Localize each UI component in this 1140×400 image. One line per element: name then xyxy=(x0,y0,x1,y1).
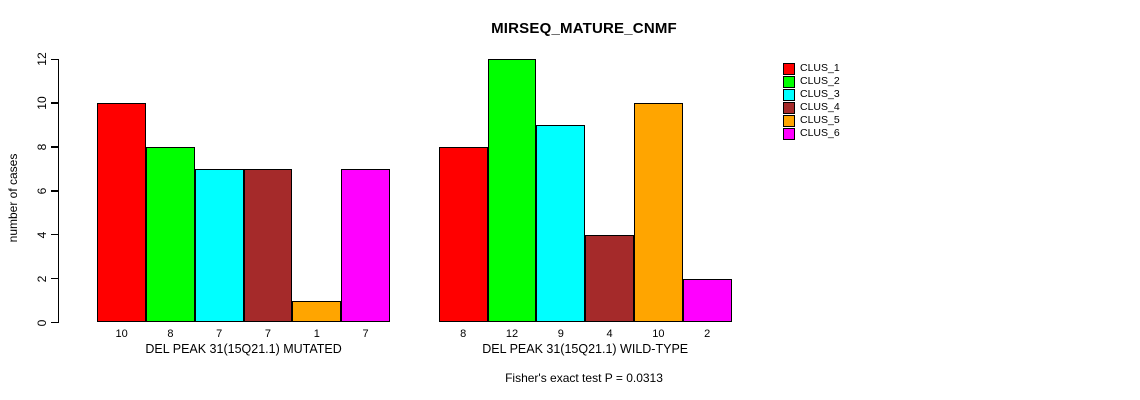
y-tick-mark xyxy=(51,146,59,148)
y-tick-label: 12 xyxy=(35,52,49,66)
legend-label-clus_3: CLUS_3 xyxy=(800,88,840,100)
legend-swatch-clus_1 xyxy=(783,63,795,75)
stat-annotation: Fisher's exact test P = 0.0313 xyxy=(505,371,663,385)
legend-swatch-clus_3 xyxy=(783,89,795,101)
legend-label-clus_1: CLUS_1 xyxy=(800,62,840,74)
bar-value-label: 12 xyxy=(505,328,519,340)
bar-clus_5-group2 xyxy=(634,102,683,323)
bar-clus_1-group1 xyxy=(97,102,146,323)
y-tick-mark xyxy=(51,58,59,60)
chart-title: MIRSEQ_MATURE_CNMF xyxy=(491,20,677,37)
legend-swatch-clus_5 xyxy=(783,115,795,127)
bar-value-label: 10 xyxy=(115,328,128,340)
group-label-2: DEL PEAK 31(15Q21.1) WILD-TYPE xyxy=(482,342,689,356)
bar-value-label: 7 xyxy=(216,328,223,340)
bar-value-label: 9 xyxy=(557,328,564,340)
legend-label-clus_5: CLUS_5 xyxy=(800,114,840,126)
bar-value-label: 10 xyxy=(652,328,665,340)
legend-label-clus_4: CLUS_4 xyxy=(800,101,840,113)
legend-swatch-clus_2 xyxy=(783,76,795,88)
bar-value-label: 7 xyxy=(362,328,369,340)
legend-swatch-clus_6 xyxy=(783,128,795,140)
bar-clus_4-group2 xyxy=(585,234,634,323)
legend-label-clus_6: CLUS_6 xyxy=(800,127,840,139)
y-tick-label: 6 xyxy=(35,187,49,195)
y-tick-label: 0 xyxy=(35,319,49,326)
bar-value-label: 2 xyxy=(704,328,711,340)
bar-value-label: 8 xyxy=(167,328,174,340)
y-tick-label: 10 xyxy=(35,96,49,110)
bar-clus_6-group1 xyxy=(341,168,390,323)
bar-clus_2-group2 xyxy=(487,59,537,323)
bar-clus_3-group2 xyxy=(536,124,586,323)
bar-clus_2-group1 xyxy=(146,146,195,323)
y-tick-mark xyxy=(51,322,59,324)
legend-label-clus_2: CLUS_2 xyxy=(800,75,840,87)
bar-clus_6-group2 xyxy=(682,278,732,323)
bar-value-label: 8 xyxy=(460,328,467,340)
y-tick-label: 8 xyxy=(35,143,49,151)
bar-clus_3-group1 xyxy=(194,168,244,323)
legend-swatch-clus_4 xyxy=(783,102,795,114)
y-axis-title: number of cases xyxy=(6,153,20,243)
bar-clus_5-group1 xyxy=(292,300,342,323)
bar-value-label: 4 xyxy=(606,328,613,340)
y-tick-label: 2 xyxy=(35,275,49,282)
bar-clus_1-group2 xyxy=(438,146,488,323)
y-tick-mark xyxy=(51,190,59,192)
y-tick-mark xyxy=(51,234,59,236)
bar-value-label: 1 xyxy=(313,328,320,340)
group-label-1: DEL PEAK 31(15Q21.1) MUTATED xyxy=(145,342,342,356)
y-tick-label: 4 xyxy=(35,231,49,238)
bar-clus_4-group1 xyxy=(243,168,293,323)
y-tick-mark xyxy=(51,278,59,280)
bar-value-label: 7 xyxy=(264,328,272,340)
y-tick-mark xyxy=(51,102,59,104)
